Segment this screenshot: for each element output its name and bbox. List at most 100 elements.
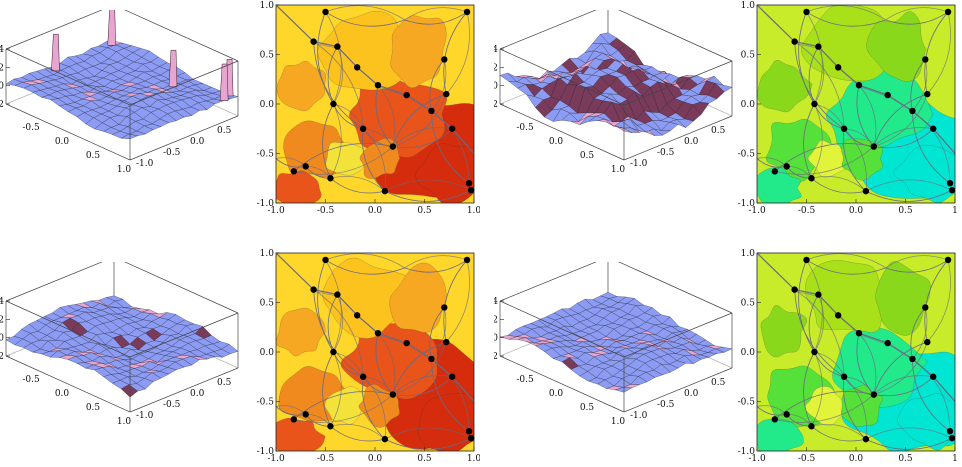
y-tick-label: -1.0 (738, 447, 756, 457)
y-tick-label: 0.5 (260, 299, 275, 309)
box-edge (5, 48, 131, 106)
y-tick-label: 1.0 (738, 367, 739, 377)
data-point (441, 56, 448, 63)
data-point (922, 56, 929, 63)
y-tick-label: 0.0 (684, 137, 699, 147)
y-tick-label: 0.0 (260, 100, 275, 110)
data-point (946, 428, 954, 435)
y-tick-label: 1.0 (260, 1, 275, 11)
contour-curve (774, 11, 949, 172)
x-tick-label: 0.5 (86, 151, 101, 161)
z-tick-label: 0.2 (494, 63, 498, 73)
contour-curve (332, 294, 394, 395)
data-point (374, 81, 382, 89)
surface-plot-2: 0.40.20.0-0.2-0.50.00.51.01.00.50.0-0.5-… (494, 10, 739, 175)
contour-plot-4: -1.0 -0.5 0.0 0.5 1 1.0 0.5 0.0 -0.5 -1.0 (738, 249, 958, 464)
data-point (403, 91, 410, 99)
data-point (322, 8, 329, 16)
surface-patch (499, 72, 518, 83)
x-tick-label: 0.0 (849, 206, 864, 215)
x-tick-label: -0.5 (22, 375, 40, 385)
z-tick-label: 0.4 (494, 297, 498, 307)
data-point (389, 391, 397, 398)
z-tick-label: 0.0 (494, 82, 498, 92)
data-point (359, 125, 367, 132)
contour-region (897, 393, 955, 451)
x-tick-label: -0.5 (516, 375, 534, 385)
x-tick-label: 1.0 (117, 165, 132, 175)
x-tick-label: 0.5 (580, 151, 595, 161)
z-tick-label: 0.0 (0, 82, 4, 92)
data-point (791, 38, 798, 45)
surface-patch (499, 335, 517, 340)
box-edge (623, 115, 733, 161)
y-tick-label: -1.0 (257, 199, 275, 209)
data-point (443, 90, 450, 98)
y-tick-label: -1.0 (136, 411, 154, 421)
contour-plot-1: -1.0 -0.5 0.0 0.5 1.0 1.0 0.5 0.0 -0.5 -1.0 (257, 1, 480, 215)
contour-fill (757, 5, 955, 203)
contour-region (276, 417, 326, 451)
data-point (465, 180, 473, 187)
contour-region (349, 71, 447, 158)
z-tick-label: 0.0 (0, 334, 4, 344)
contour-curve (325, 253, 468, 269)
surface-mesh (5, 40, 239, 140)
box-edge (499, 355, 625, 413)
contour-region (415, 143, 474, 203)
box-edge (5, 10, 103, 50)
data-point (791, 286, 798, 293)
box-edge (129, 115, 239, 161)
data-point (302, 411, 309, 418)
y-tick-label: -1.0 (257, 447, 275, 457)
surface-plot-4: 0.40.20.0-0.2-0.50.00.51.01.00.50.0-0.5-… (494, 262, 739, 427)
x-tick-label: -0.5 (317, 206, 335, 215)
data-point (322, 256, 329, 264)
box-edge (623, 60, 733, 106)
y-tick-label: -1.0 (630, 159, 648, 169)
x-tick-label: -0.5 (22, 123, 40, 133)
contour-plot-3: -1.0 -0.5 0.0 0.5 1.0 1.0 0.5 0.0 -0.5 -1.0 (257, 249, 480, 464)
data-point (310, 286, 317, 293)
data-point (353, 312, 361, 319)
box-edge (5, 262, 103, 302)
x-tick-label: -1.0 (267, 454, 285, 464)
contour-curve (813, 46, 875, 147)
y-tick-label: -0.5 (657, 148, 675, 158)
x-tick-label: 0.0 (368, 454, 383, 464)
x-tick-label: -0.5 (798, 206, 816, 215)
x-tick-label: 0.5 (417, 454, 432, 464)
surface-spike (107, 10, 116, 46)
data-point (930, 125, 937, 132)
contour-region (893, 144, 955, 203)
x-tick-label: 1.0 (611, 417, 626, 427)
x-tick-label: 0.5 (898, 206, 913, 215)
data-point (330, 100, 337, 108)
data-point (948, 186, 956, 194)
data-point (771, 168, 779, 175)
data-point (834, 312, 842, 319)
contour-region (390, 15, 447, 89)
z-tick-label: -0.2 (0, 100, 4, 110)
box-edge (124, 262, 239, 314)
data-point (884, 91, 891, 99)
z-tick-label: 0.4 (494, 45, 498, 55)
data-point (771, 416, 779, 423)
data-point (334, 43, 341, 50)
contour-plot-2: -1.0 -0.5 0.0 0.5 1 1.0 0.5 0.0 -0.5 -1.0 (738, 1, 958, 215)
box-edge (5, 355, 131, 413)
data-point (944, 8, 952, 16)
z-tick-label: -0.2 (494, 100, 498, 110)
data-point (327, 423, 334, 430)
x-tick-label: 1 (952, 206, 958, 215)
data-point (310, 38, 317, 45)
z-tick-label: 0.2 (0, 63, 4, 73)
data-point (870, 391, 878, 398)
z-tick-label: 0.2 (0, 315, 4, 325)
data-point (815, 291, 822, 298)
y-tick-label: 0.5 (741, 51, 756, 61)
y-tick-label: 0.0 (190, 137, 205, 147)
x-tick-label: -1.0 (748, 454, 766, 464)
data-point (884, 339, 891, 347)
z-tick-label: 0.4 (0, 45, 4, 55)
